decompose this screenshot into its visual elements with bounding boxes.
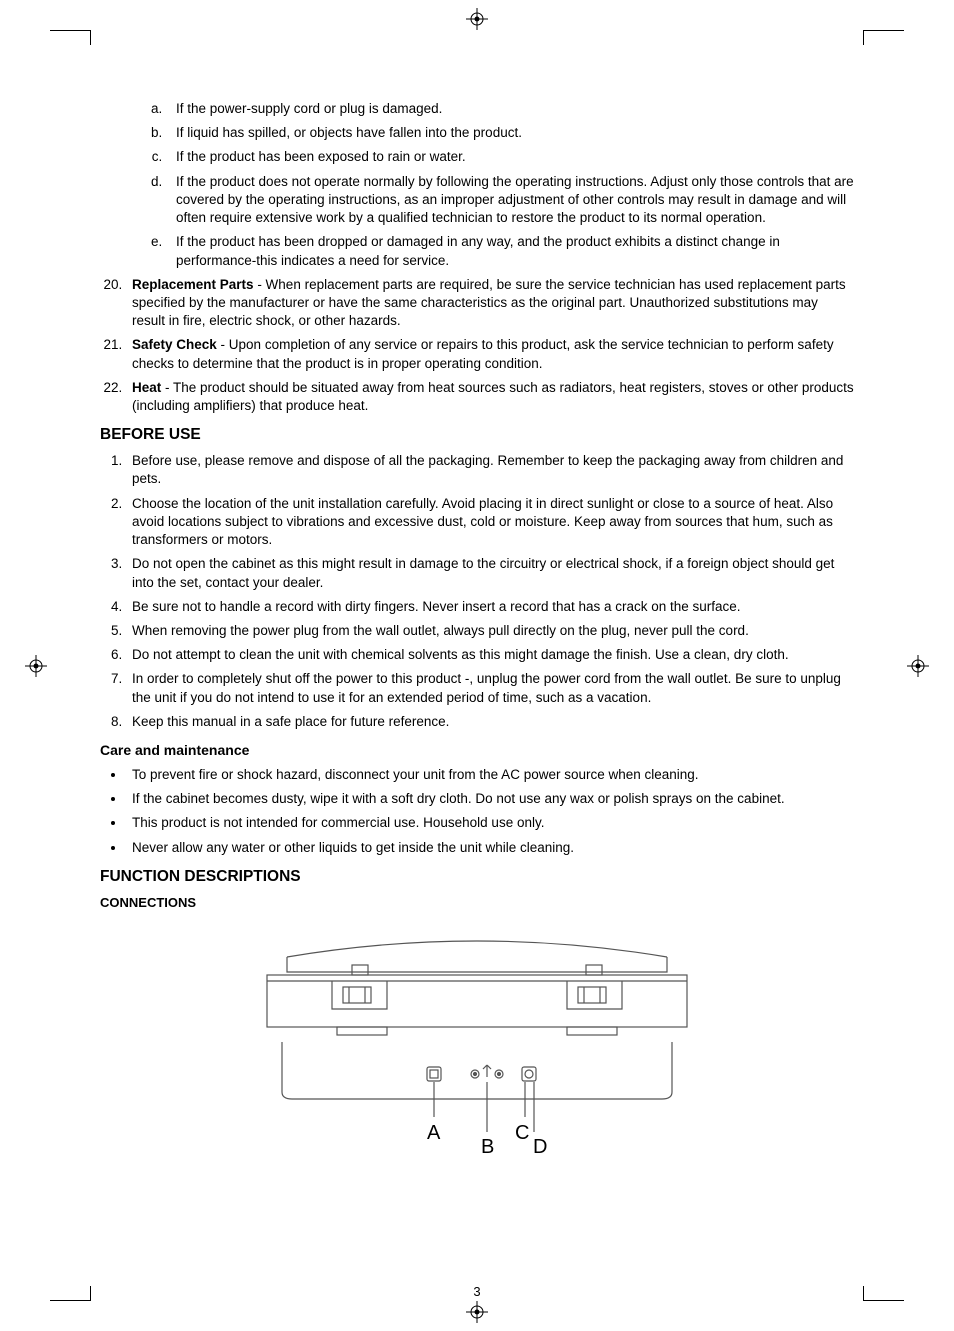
list-item: If the product has been exposed to rain … xyxy=(166,148,854,166)
list-item: In order to completely shut off the powe… xyxy=(126,670,854,706)
item-lead: Replacement Parts xyxy=(132,277,254,292)
list-item: Keep this manual in a safe place for fut… xyxy=(126,713,854,731)
crop-mark xyxy=(90,30,91,45)
list-item: Replacement Parts - When replacement par… xyxy=(126,276,854,331)
item-text: When removing the power plug from the wa… xyxy=(132,623,749,638)
item-text: If the product has been dropped or damag… xyxy=(176,234,780,267)
heading-connections: CONNECTIONS xyxy=(100,894,854,912)
diagram-label-a: A xyxy=(427,1122,441,1144)
list-item: Never allow any water or other liquids t… xyxy=(126,839,854,857)
before-use-list: Before use, please remove and dispose of… xyxy=(100,452,854,731)
item-text: In order to completely shut off the powe… xyxy=(132,671,841,704)
list-item: This product is not intended for commerc… xyxy=(126,814,854,832)
crop-mark xyxy=(50,30,90,31)
numbered-list-continued: Replacement Parts - When replacement par… xyxy=(100,276,854,416)
crop-mark xyxy=(864,30,904,31)
item-text: Choose the location of the unit installa… xyxy=(132,496,833,547)
care-list: To prevent fire or shock hazard, disconn… xyxy=(100,766,854,857)
diagram-label-c: C xyxy=(515,1122,529,1144)
heading-care: Care and maintenance xyxy=(100,741,854,760)
item-text: Be sure not to handle a record with dirt… xyxy=(132,599,741,614)
item-text: To prevent fire or shock hazard, disconn… xyxy=(132,767,699,782)
page-content: If the power-supply cord or plug is dama… xyxy=(100,100,854,1231)
item-text: This product is not intended for commerc… xyxy=(132,815,544,830)
list-item: When removing the power plug from the wa… xyxy=(126,622,854,640)
list-item: Safety Check - Upon completion of any se… xyxy=(126,336,854,372)
item-text: Do not attempt to clean the unit with ch… xyxy=(132,647,789,662)
crop-mark xyxy=(863,1286,864,1301)
item-lead: Heat xyxy=(132,380,161,395)
crop-mark xyxy=(90,1286,91,1301)
list-item: If liquid has spilled, or objects have f… xyxy=(166,124,854,142)
item-text: If the product has been exposed to rain … xyxy=(176,149,466,164)
registration-mark-icon xyxy=(466,1301,488,1323)
item-text: - The product should be situated away fr… xyxy=(132,380,854,413)
item-text: Before use, please remove and dispose of… xyxy=(132,453,843,486)
registration-mark-icon xyxy=(466,8,488,30)
item-text: Do not open the cabinet as this might re… xyxy=(132,556,834,589)
list-item: Be sure not to handle a record with dirt… xyxy=(126,598,854,616)
item-text: If the power-supply cord or plug is dama… xyxy=(176,101,442,116)
item-text: If the product does not operate normally… xyxy=(176,174,854,225)
sub-list-letters: If the power-supply cord or plug is dama… xyxy=(100,100,854,270)
crop-mark xyxy=(50,1300,90,1301)
list-item: Choose the location of the unit installa… xyxy=(126,495,854,550)
list-item: If the product has been dropped or damag… xyxy=(166,233,854,269)
list-item: To prevent fire or shock hazard, disconn… xyxy=(126,766,854,784)
list-item: Heat - The product should be situated aw… xyxy=(126,379,854,415)
item-lead: Safety Check xyxy=(132,337,217,352)
list-item: If the power-supply cord or plug is dama… xyxy=(166,100,854,118)
diagram-label-b: B xyxy=(481,1136,494,1158)
list-item: Do not open the cabinet as this might re… xyxy=(126,555,854,591)
list-item: Before use, please remove and dispose of… xyxy=(126,452,854,488)
crop-mark xyxy=(863,30,864,45)
list-item: Do not attempt to clean the unit with ch… xyxy=(126,646,854,664)
diagram-label-d: D xyxy=(533,1136,547,1158)
item-text: Keep this manual in a safe place for fut… xyxy=(132,714,449,729)
registration-mark-icon xyxy=(25,655,47,677)
heading-function-descriptions: FUNCTION DESCRIPTIONS xyxy=(100,867,854,888)
crop-mark xyxy=(864,1300,904,1301)
registration-mark-icon xyxy=(907,655,929,677)
item-text: - Upon completion of any service or repa… xyxy=(132,337,834,370)
item-text: Never allow any water or other liquids t… xyxy=(132,840,574,855)
item-text: If liquid has spilled, or objects have f… xyxy=(176,125,522,140)
item-text: If the cabinet becomes dusty, wipe it wi… xyxy=(132,791,785,806)
list-item: If the cabinet becomes dusty, wipe it wi… xyxy=(126,790,854,808)
connections-diagram: A B C D xyxy=(100,917,854,1162)
list-item: If the product does not operate normally… xyxy=(166,173,854,228)
heading-before-use: BEFORE USE xyxy=(100,425,854,446)
page-number: 3 xyxy=(473,1283,480,1301)
